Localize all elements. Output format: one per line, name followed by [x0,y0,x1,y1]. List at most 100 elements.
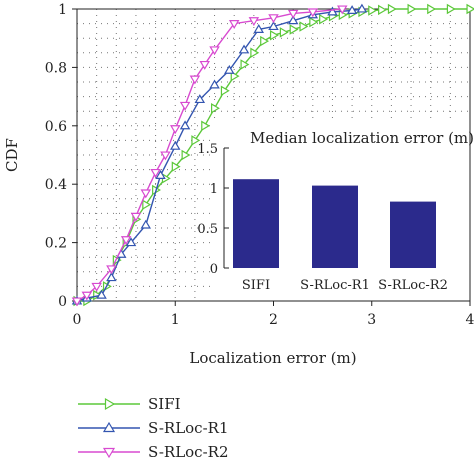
x-tick-label: 2 [269,312,278,328]
data-point-s-rloc-r1 [96,289,107,299]
y-tick-label: 0.8 [45,60,67,76]
y-tick-label: 1 [58,2,67,18]
data-point-s-rloc-r1 [238,44,250,54]
data-point-s-rloc-r1 [356,3,368,13]
inset-bars: SIFI S-RLoc-R1 S-RLoc-R2 [233,179,448,293]
y-axis-label: CDF [3,138,21,172]
data-point-s-rloc-r1 [209,79,220,89]
inset-bar-label: SIFI [242,278,270,293]
data-point-s-rloc-r2 [130,212,142,222]
x-tick-label: 4 [466,312,474,328]
data-point-sifi [289,24,299,35]
y-tick-label: 0.6 [45,119,67,135]
x-tick-label: 3 [367,312,376,328]
inset-y-tick-label: 1.5 [197,142,218,157]
data-point-s-rloc-r2 [199,60,210,70]
legend-label: S-RLoc-R2 [148,443,229,461]
data-point-s-rloc-r2 [209,46,220,56]
inset-bar [233,179,279,268]
data-point-s-rloc-r2 [268,14,279,24]
data-point-sifi [211,103,220,114]
grid-lines [77,9,470,301]
x-axis-ticks: 0 1 2 3 4 [73,301,474,328]
inset-title: Median localization error (m) [250,129,474,147]
data-point-s-rloc-r2 [140,189,152,199]
data-point-s-rloc-r2 [120,236,132,246]
data-point-s-rloc-r2 [106,265,117,275]
data-point-sifi [250,47,260,59]
data-point-s-rloc-r1 [346,5,358,14]
y-tick-label: 0 [58,294,67,310]
data-point-sifi [171,161,181,172]
legend-marker [102,421,116,433]
data-point-sifi [269,30,279,41]
data-point-s-rloc-r2 [228,20,240,29]
inset-bar [312,185,358,268]
inset-bar-label: S-RLoc-R1 [300,278,370,293]
data-point-sifi [407,3,417,15]
data-point-s-rloc-r2 [91,282,102,292]
inset-y-tick-label: 0.5 [197,222,218,237]
series-line-s-rloc-r2 [76,8,343,302]
data-point-s-rloc-r1 [268,21,279,31]
data-point-s-rloc-r1 [179,120,191,130]
data-point-s-rloc-r1 [140,219,152,229]
data-point-s-rloc-r2 [189,75,201,85]
legend-label: SIFI [148,395,181,413]
data-point-sifi [260,35,270,47]
y-axis-ticks: 0 0.2 0.4 0.6 0.8 1 [45,2,77,310]
legend-marker [102,447,116,459]
data-point-sifi [201,120,211,132]
data-point-sifi [427,3,437,15]
inset-bar-chart: Median localization error (m) 0 0.5 1 1.5 S… [197,122,474,298]
data-point-s-rloc-r1 [287,15,299,25]
data-point-s-rloc-r2 [248,17,260,27]
x-tick-label: 1 [171,312,180,328]
data-point-sifi [181,149,191,161]
legend-marker [104,397,116,411]
data-point-s-rloc-r1 [170,140,181,150]
data-point-sifi [309,16,319,28]
data-point-s-rloc-r2 [179,101,191,111]
data-point-s-rloc-r1 [125,237,137,247]
data-point-sifi [142,199,152,210]
data-point-s-rloc-r2 [71,297,83,307]
data-point-s-rloc-r2 [287,9,299,19]
legend-label: S-RLoc-R1 [148,419,229,437]
inset-y-ticks: 0 0.5 1 1.5 [197,142,229,277]
inset-y-tick-label: 0 [210,262,218,277]
data-point-s-rloc-r2 [81,291,93,301]
data-point-sifi [368,5,378,16]
data-point-s-rloc-r1 [106,272,117,282]
legend: SIFI S-RLoc-R1 S-RLoc-R2 [78,395,229,461]
data-point-s-rloc-r1 [155,170,166,179]
inset-bar-label: S-RLoc-R2 [378,278,448,293]
data-point-sifi [299,21,309,32]
data-point-s-rloc-r2 [307,8,319,18]
data-point-s-rloc-r2 [170,125,181,135]
data-point-sifi [319,13,329,25]
x-axis-label: Localization error (m) [189,349,356,367]
series-group [71,3,474,307]
data-point-s-rloc-r1 [327,6,338,16]
data-point-sifi [466,3,474,15]
y-tick-label: 0.2 [45,236,67,252]
data-point-sifi [387,3,397,15]
data-point-sifi [230,70,240,82]
x-tick-label: 0 [73,312,82,328]
data-point-s-rloc-r2 [337,5,348,15]
data-point-s-rloc-r1 [253,24,265,33]
data-point-sifi [191,135,201,146]
data-point-sifi [446,3,456,15]
inset-bar [390,201,436,268]
data-point-s-rloc-r2 [160,151,171,161]
data-point-sifi [240,59,250,70]
y-tick-label: 0.4 [45,177,67,193]
data-point-sifi [279,27,289,38]
data-point-s-rloc-r1 [224,64,235,74]
data-point-sifi [220,85,230,97]
data-point-sifi [378,4,387,16]
inset-y-tick-label: 1 [210,182,218,197]
data-point-s-rloc-r2 [150,168,161,178]
